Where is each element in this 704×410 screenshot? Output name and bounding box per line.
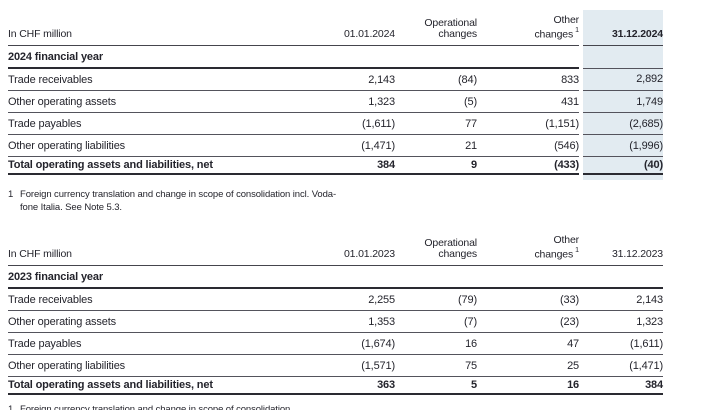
- row-label: Other operating assets: [8, 90, 188, 113]
- cell-value: (7): [395, 310, 477, 333]
- table-row: Trade payables (1,611) 77 (1,151) (2,685…: [8, 112, 663, 135]
- table-row: Other operating liabilities (1,571) 75 2…: [8, 354, 663, 377]
- column-gap: [579, 230, 583, 266]
- column-header-01012024: 01.01.2024: [188, 10, 395, 46]
- cell-value: (1,674): [188, 332, 395, 355]
- footnote-marker: 1: [8, 189, 14, 200]
- row-label: Other operating liabilities: [8, 354, 188, 377]
- table-row: Trade receivables 2,143 (84) 833 2,892: [8, 68, 663, 91]
- table-row: Other operating assets 1,353 (7) (23) 1,…: [8, 310, 663, 333]
- column-header-01012023: 01.01.2023: [188, 230, 395, 266]
- row-label: Trade receivables: [8, 68, 188, 91]
- column-header-31122024: 31.12.2024: [583, 10, 663, 46]
- row-label: Other operating assets: [8, 310, 188, 333]
- cell-value: (1,151): [477, 112, 579, 135]
- cell-value: 363: [188, 376, 395, 395]
- footnote-marker: 1: [8, 404, 14, 410]
- column-header-31122023: 31.12.2023: [583, 230, 663, 266]
- cell-value: 2,143: [188, 68, 395, 91]
- footnote-2024: 1 Foreign currency translation and chang…: [8, 189, 704, 214]
- cell-value: (84): [395, 68, 477, 91]
- cell-value: 431: [477, 90, 579, 113]
- highlight-tail-row: [8, 174, 663, 180]
- cell-value: 1,353: [188, 310, 395, 333]
- cell-value: 5: [395, 376, 477, 395]
- cell-value: 1,749: [583, 90, 663, 113]
- row-label: Trade payables: [8, 332, 188, 355]
- section-header-row: 2023 financial year: [8, 265, 663, 289]
- cell-value: (546): [477, 134, 579, 157]
- report-page: In CHF million 01.01.2024 Operational cha…: [0, 10, 704, 410]
- cell-value: 47: [477, 332, 579, 355]
- cell-value: (2,685): [583, 112, 663, 135]
- cell-value: 1,323: [188, 90, 395, 113]
- table-header-row: In CHF million 01.01.2024 Operational cha…: [8, 10, 663, 46]
- footnote-text: Foreign currency translation and change …: [20, 189, 337, 213]
- footnote-ref: 1: [575, 246, 579, 254]
- cell-value: (1,611): [188, 112, 395, 135]
- table-row: Other operating liabilities (1,471) 21 (…: [8, 134, 663, 157]
- cell-value: 2,143: [583, 288, 663, 311]
- footnote-2023: 1 Foreign currency translation and chang…: [8, 404, 704, 410]
- footnote-text: Foreign currency translation and change …: [20, 404, 293, 410]
- cell-value: (1,996): [583, 134, 663, 157]
- column-header-operational-changes: Operational changes: [395, 10, 477, 46]
- cell-value: 16: [477, 376, 579, 395]
- total-row: Total operating assets and liabilities, …: [8, 156, 663, 175]
- row-label: Other operating liabilities: [8, 134, 188, 157]
- column-header-operational-changes: Operational changes: [395, 230, 477, 266]
- cell-value: (33): [477, 288, 579, 311]
- table-row: Trade payables (1,674) 16 47 (1,611): [8, 332, 663, 355]
- cell-value: (1,571): [188, 354, 395, 377]
- section-title: 2023 financial year: [8, 265, 188, 289]
- table-row: Trade receivables 2,255 (79) (33) 2,143: [8, 288, 663, 311]
- cell-value: 75: [395, 354, 477, 377]
- total-label: Total operating assets and liabilities, …: [8, 156, 213, 175]
- changes-table-2024: In CHF million 01.01.2024 Operational cha…: [8, 10, 663, 180]
- cell-value: 833: [477, 68, 579, 91]
- unit-label: In CHF million: [8, 230, 188, 266]
- table-row: Other operating assets 1,323 (5) 431 1,7…: [8, 90, 663, 113]
- total-label: Total operating assets and liabilities, …: [8, 376, 213, 395]
- cell-value: 384: [188, 156, 395, 175]
- cell-value: 25: [477, 354, 579, 377]
- cell-value: 21: [395, 134, 477, 157]
- cell-value: (23): [477, 310, 579, 333]
- cell-value: (79): [395, 288, 477, 311]
- column-header-other-changes: Other changes 1: [477, 230, 579, 266]
- cell-value: 77: [395, 112, 477, 135]
- row-label: Trade receivables: [8, 288, 188, 311]
- section-header-row: 2024 financial year: [8, 45, 663, 69]
- cell-value: (1,471): [583, 354, 663, 377]
- cell-value: 16: [395, 332, 477, 355]
- footnote-ref: 1: [575, 26, 579, 34]
- cell-value: (1,611): [583, 332, 663, 355]
- row-label: Trade payables: [8, 112, 188, 135]
- column-header-other-changes: Other changes 1: [477, 10, 579, 46]
- cell-value: 384: [583, 376, 663, 395]
- cell-value: (1,471): [188, 134, 395, 157]
- cell-value: 1,323: [583, 310, 663, 333]
- changes-table-2023: In CHF million 01.01.2023 Operational cha…: [8, 230, 663, 395]
- cell-value: 9: [395, 156, 477, 175]
- section-title: 2024 financial year: [8, 45, 188, 69]
- cell-value: (40): [583, 156, 663, 175]
- cell-value: 2,892: [583, 68, 663, 91]
- total-row: Total operating assets and liabilities, …: [8, 376, 663, 395]
- cell-value: (433): [477, 156, 579, 175]
- cell-value: 2,255: [188, 288, 395, 311]
- table-header-row: In CHF million 01.01.2023 Operational cha…: [8, 230, 663, 266]
- cell-value: (5): [395, 90, 477, 113]
- unit-label: In CHF million: [8, 10, 188, 46]
